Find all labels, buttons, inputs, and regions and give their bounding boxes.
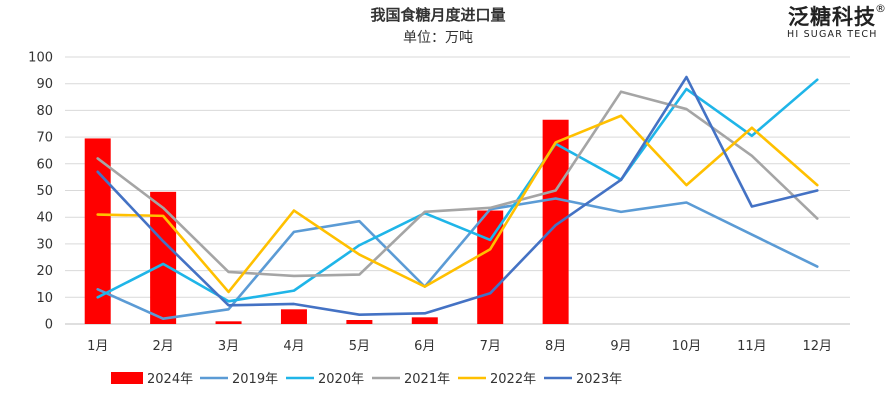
bar-series xyxy=(84,119,569,325)
x-tick-label: 11月 xyxy=(737,339,767,354)
y-tick-label: 20 xyxy=(36,264,53,279)
line-series-2021年 xyxy=(96,90,819,278)
grid-lines xyxy=(65,56,850,325)
legend-label-2022年: 2022年 xyxy=(490,372,536,387)
y-tick-label: 40 xyxy=(36,211,53,226)
line-series-2022年 xyxy=(96,114,819,294)
bar-2024-6月 xyxy=(411,317,438,324)
y-tick-label: 30 xyxy=(36,237,53,252)
legend-label-2020年: 2020年 xyxy=(318,372,364,387)
line-series-2023年 xyxy=(96,75,819,316)
line-series-2019年 xyxy=(96,197,819,320)
registered-mark: ® xyxy=(875,2,886,15)
brand-subtitle: HI SUGAR TECH xyxy=(787,29,878,40)
x-tick-label: 12月 xyxy=(803,339,833,354)
y-tick-label: 0 xyxy=(45,318,53,333)
y-axis: 0 10 20 30 40 50 60 70 80 90 100 xyxy=(28,51,53,333)
x-tick-label: 7月 xyxy=(480,339,501,354)
bar-2024-2月 xyxy=(150,191,177,324)
y-tick-label: 100 xyxy=(28,51,53,66)
x-tick-label: 9月 xyxy=(610,339,631,354)
x-tick-label: 2月 xyxy=(152,339,173,354)
x-tick-label: 8月 xyxy=(545,339,566,354)
x-tick-label: 3月 xyxy=(218,339,239,354)
bar-2024-5月 xyxy=(346,319,373,324)
legend-label-2024: 2024年 xyxy=(147,372,193,387)
bar-2024-4月 xyxy=(280,309,307,324)
bar-2024-3月 xyxy=(215,321,242,324)
y-tick-label: 60 xyxy=(36,157,53,172)
legend-swatch-2024 xyxy=(111,372,143,384)
chart-title: 我国食糖月度进口量 xyxy=(370,6,505,24)
legend-label-2019年: 2019年 xyxy=(232,372,278,387)
x-tick-label: 5月 xyxy=(349,339,370,354)
legend: 2024年 2019年 2020年 2021年 2022年 2023年 xyxy=(111,372,622,387)
bar-2024-8月 xyxy=(542,119,569,325)
brand-name: 泛糖科技 xyxy=(788,5,876,29)
x-tick-label: 10月 xyxy=(672,339,702,354)
y-tick-label: 10 xyxy=(36,291,53,306)
x-tick-label: 4月 xyxy=(283,339,304,354)
x-tick-label: 1月 xyxy=(87,339,108,354)
y-tick-label: 50 xyxy=(36,184,53,199)
chart-subtitle: 单位：万吨 xyxy=(403,30,473,46)
y-tick-label: 80 xyxy=(36,104,53,119)
brand-logo: 泛糖科技 HI SUGAR TECH ® xyxy=(787,2,886,40)
legend-label-2023年: 2023年 xyxy=(576,372,622,387)
y-tick-label: 70 xyxy=(36,131,53,146)
x-axis: 1月 2月 3月 4月 5月 6月 7月 8月 9月 10月 11月 12月 xyxy=(87,339,832,354)
line-series xyxy=(96,75,819,320)
legend-label-2021年: 2021年 xyxy=(404,372,450,387)
y-tick-label: 90 xyxy=(36,77,53,92)
x-tick-label: 6月 xyxy=(414,339,435,354)
